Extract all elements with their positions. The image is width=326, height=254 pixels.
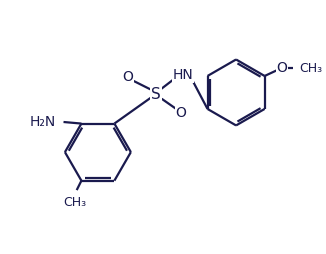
Text: HN: HN xyxy=(172,68,193,82)
Text: CH₃: CH₃ xyxy=(64,196,87,209)
Text: S: S xyxy=(151,87,161,102)
Text: O: O xyxy=(276,61,287,75)
Text: O: O xyxy=(176,106,186,120)
Text: O: O xyxy=(122,70,133,84)
Text: CH₃: CH₃ xyxy=(299,62,322,75)
Text: H₂N: H₂N xyxy=(30,115,56,129)
